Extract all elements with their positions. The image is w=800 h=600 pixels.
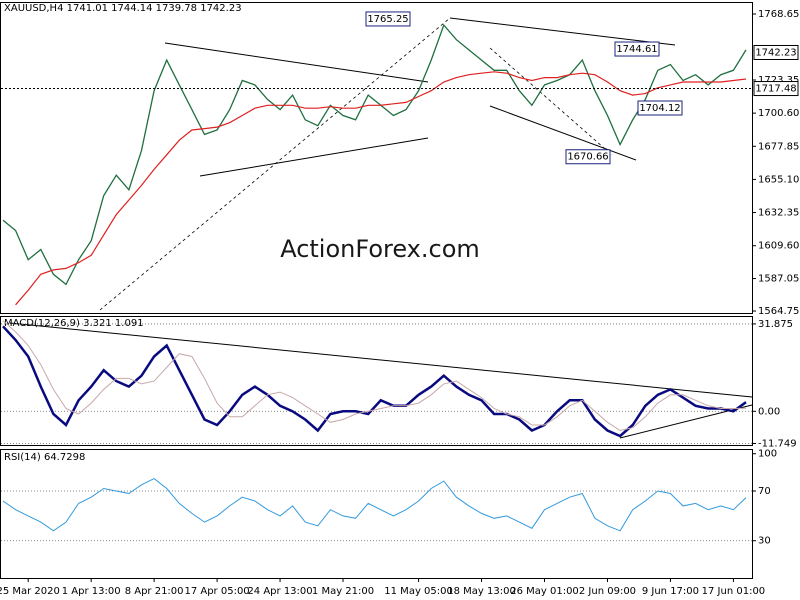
- panel-title: RSI(14) 64.7298: [4, 452, 85, 463]
- x-tick-label: 17 Apr 05:00: [184, 586, 249, 597]
- y-tick-label: 1723.35: [758, 75, 799, 86]
- y-tick-label: 1655.10: [758, 174, 799, 185]
- x-tick-label: 17 Jun 01:00: [702, 586, 766, 597]
- chart-title: XAUUSD,H4 1741.01 1744.14 1739.78 1742.2…: [4, 3, 242, 14]
- price-tag-label: 1717.48: [755, 84, 796, 95]
- series-line: [2, 23, 747, 286]
- trendline: [489, 105, 637, 161]
- x-tick-label: 2 Jun 09:00: [579, 586, 636, 597]
- y-tick-label: 1587.05: [758, 274, 799, 285]
- y-tick-label: 1677.85: [758, 141, 799, 152]
- trendline: [164, 42, 429, 83]
- price-tag: [753, 81, 799, 97]
- series-line: [2, 478, 747, 532]
- y-tick-label: 70: [758, 486, 771, 497]
- x-tick-label: 11 May 05:00: [384, 586, 453, 597]
- y-tick-label: -11.749: [758, 438, 797, 449]
- series-line: [15, 71, 747, 306]
- annotation-label: 1704.12: [639, 103, 680, 114]
- price-tag: [753, 44, 799, 60]
- series-line: [2, 320, 747, 432]
- y-tick-label: 30: [758, 536, 771, 547]
- y-tick-label: 100: [758, 449, 777, 460]
- series-line: [2, 325, 747, 438]
- panel-title: MACD(12,26,9) 3.321 1.091: [4, 318, 144, 329]
- price-tag-label: 1742.23: [755, 47, 796, 58]
- x-tick-label: 1 Apr 13:00: [62, 586, 121, 597]
- y-tick-label: 0.00: [758, 406, 780, 417]
- y-tick-label: 1609.60: [758, 241, 799, 252]
- trendline: [9, 322, 753, 398]
- trendline: [449, 17, 676, 46]
- trendline: [199, 137, 429, 177]
- annotation-label: 1670.66: [567, 152, 608, 163]
- y-tick-label: 1564.75: [758, 306, 799, 317]
- annotation-box: [365, 11, 411, 27]
- annotation-box: [637, 100, 683, 116]
- y-tick-label: 1768.65: [758, 9, 799, 20]
- rsi-panel: [0, 449, 753, 579]
- annotation-label: 1744.61: [616, 44, 657, 55]
- x-tick-label: 9 Jun 17:00: [642, 586, 699, 597]
- watermark: ActionForex.com: [280, 235, 480, 263]
- annotation-label: 1765.25: [367, 14, 408, 25]
- y-tick-label: 31.875: [758, 319, 793, 330]
- annotation-box: [565, 149, 611, 165]
- price-panel: [0, 2, 753, 314]
- macd-panel: [0, 316, 753, 446]
- trendline: [99, 17, 451, 311]
- annotation-box: [614, 41, 660, 57]
- x-tick-label: 26 May 01:00: [510, 586, 579, 597]
- y-tick-label: 1700.60: [758, 108, 799, 119]
- x-tick-label: 24 Apr 13:00: [247, 586, 312, 597]
- x-tick-label: 18 May 13:00: [447, 586, 516, 597]
- x-tick-label: 1 May 21:00: [312, 586, 374, 597]
- x-tick-label: 8 Apr 21:00: [125, 586, 184, 597]
- x-tick-label: 25 Mar 2020: [0, 586, 60, 597]
- y-tick-label: 1632.35: [758, 208, 799, 219]
